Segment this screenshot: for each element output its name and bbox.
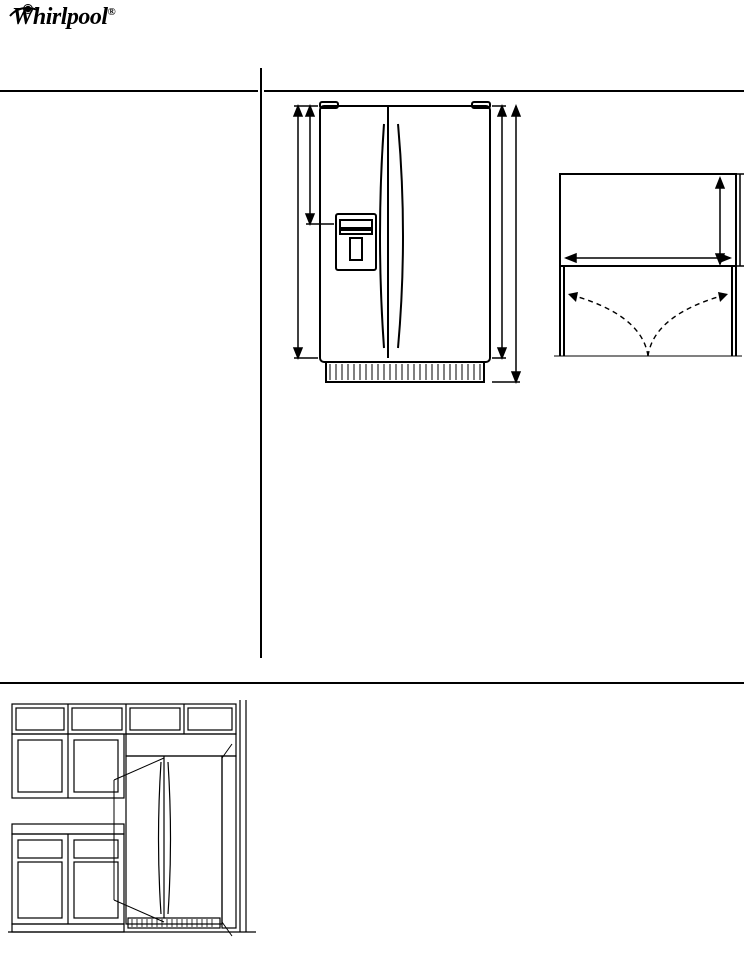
- rule-mid: [0, 682, 744, 684]
- brand-logo: Whirlpool®: [8, 4, 148, 44]
- cabinet-opening-diagram: [552, 168, 744, 364]
- rule-top-right: [264, 90, 744, 92]
- refrigerator-dimensions-diagram: [280, 96, 530, 406]
- rule-top-left: [0, 90, 258, 92]
- logo-swoosh-icon: [8, 2, 46, 22]
- kitchen-install-diagram: [8, 700, 258, 940]
- vertical-divider: [260, 68, 262, 658]
